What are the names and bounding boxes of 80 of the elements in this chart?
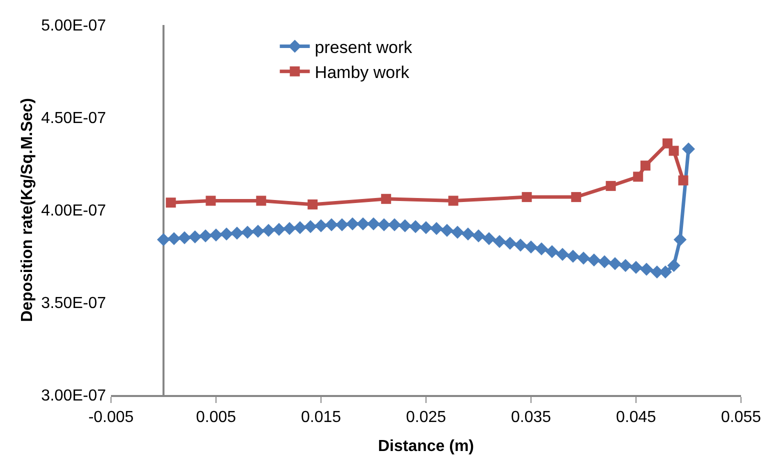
point [462, 228, 474, 241]
point [409, 220, 422, 234]
point [571, 192, 582, 202]
y-tick-label: 5.00E-07 [41, 18, 106, 35]
point [308, 199, 318, 210]
point [440, 224, 454, 237]
y-tick-label: 4.00E-07 [41, 202, 106, 220]
point [388, 218, 401, 232]
point [220, 228, 233, 241]
point [430, 222, 443, 235]
point [210, 228, 222, 242]
point [668, 146, 679, 156]
point [256, 196, 266, 206]
x-tick-label: 0.035 [510, 408, 552, 426]
point [188, 230, 202, 244]
x-tick-label: 0.045 [616, 408, 656, 426]
y-axis-title: Deposition rate(Kg/Sq.M.Sec) [18, 98, 36, 322]
x-tick-label: -0.005 [88, 408, 134, 426]
point [378, 218, 390, 232]
point [178, 231, 191, 244]
point [556, 248, 569, 261]
point [633, 172, 644, 182]
point [524, 240, 538, 254]
point [199, 229, 212, 242]
point [606, 180, 616, 191]
point [294, 221, 306, 234]
point [566, 250, 580, 263]
point [241, 226, 254, 239]
point [493, 234, 506, 248]
point [598, 255, 611, 268]
point [356, 217, 370, 230]
point [451, 226, 464, 239]
point [514, 238, 527, 252]
point [667, 259, 680, 272]
point [252, 224, 264, 238]
point [630, 260, 642, 274]
point [166, 198, 176, 208]
x-tick-label: 0.055 [720, 408, 762, 426]
point [346, 217, 359, 230]
point [206, 196, 216, 206]
point [304, 220, 317, 234]
point [262, 224, 275, 237]
point [608, 257, 622, 270]
point [283, 222, 296, 235]
point [678, 175, 688, 186]
point [482, 232, 496, 246]
point [472, 229, 485, 242]
point [420, 221, 432, 234]
point [157, 233, 170, 246]
y-tick-label: 3.00E-07 [41, 388, 106, 405]
point [640, 262, 653, 276]
legend-label: present work [314, 38, 413, 57]
point [640, 160, 650, 171]
x-tick-label: 0.015 [300, 408, 342, 426]
point [674, 233, 687, 246]
point [577, 252, 590, 265]
legend-label: Hamby work [314, 62, 410, 82]
x-tick-label: 0.005 [196, 408, 236, 426]
point [448, 196, 458, 206]
point [588, 253, 600, 266]
point [504, 236, 516, 250]
point [325, 218, 338, 232]
point [662, 138, 672, 148]
point [682, 142, 695, 156]
point [398, 219, 412, 232]
point [336, 218, 348, 232]
y-tick-label: 4.50E-07 [41, 110, 106, 128]
x-axis-title: Distance (m) [378, 438, 474, 456]
y-tick-label: 3.50E-07 [41, 295, 106, 312]
point [230, 226, 244, 240]
point [522, 192, 532, 202]
point [272, 222, 286, 236]
point [367, 217, 380, 230]
point [168, 232, 180, 246]
point [381, 194, 392, 204]
point [535, 242, 548, 256]
point [619, 259, 632, 272]
point [546, 245, 558, 258]
point [314, 219, 328, 232]
x-tick-label: 0.025 [406, 408, 446, 426]
